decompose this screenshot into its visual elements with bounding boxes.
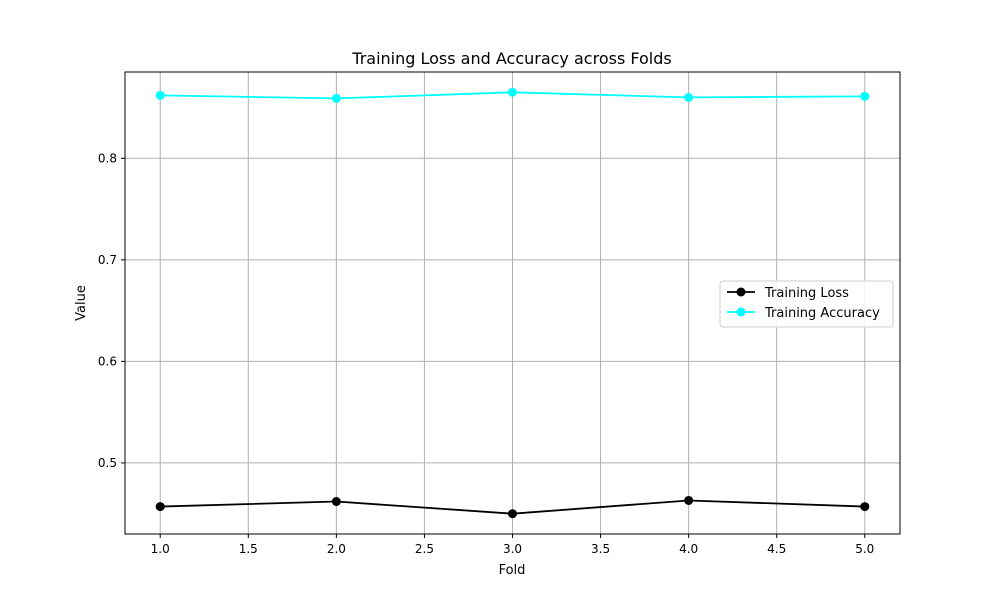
training-loss-point xyxy=(860,502,870,512)
x-tick-label: 3.5 xyxy=(591,542,610,556)
x-tick-label: 5.0 xyxy=(855,542,874,556)
y-tick-label: 0.8 xyxy=(98,151,117,165)
x-tick-label: 4.5 xyxy=(767,542,786,556)
training-loss-point xyxy=(508,509,517,519)
x-tick-label: 1.0 xyxy=(151,542,170,556)
x-axis-label: Fold xyxy=(499,563,526,578)
legend-marker-training-loss xyxy=(736,287,746,297)
training-loss-point xyxy=(684,495,694,505)
x-tick-label: 3.0 xyxy=(503,542,522,556)
training-accuracy-point xyxy=(331,93,341,103)
legend-label-training-loss: Training Loss xyxy=(764,286,849,301)
training-accuracy-point xyxy=(508,87,517,97)
x-tick-label: 4.0 xyxy=(679,542,698,556)
x-tick-label: 1.5 xyxy=(239,542,258,556)
y-axis-label: Value xyxy=(74,285,89,321)
grid xyxy=(125,72,900,534)
training-accuracy-point xyxy=(155,90,165,100)
y-tick-label: 0.7 xyxy=(98,253,117,267)
training-accuracy-point xyxy=(860,91,870,101)
axis-ticks: 1.0 1.5 2.0 2.5 3.0 3.5 4.0 4.5 5.0 0.5 0.6 0.7 0.8 xyxy=(98,151,874,556)
training-loss-point xyxy=(155,502,165,512)
legend-marker-training-accuracy xyxy=(736,307,746,317)
x-tick-label: 2.5 xyxy=(415,542,434,556)
y-tick-label: 0.6 xyxy=(98,354,117,368)
y-tick-label: 0.5 xyxy=(98,456,117,470)
legend: Training Loss Training Accuracy xyxy=(719,280,894,328)
legend-box xyxy=(719,280,894,328)
training-accuracy-point xyxy=(684,92,694,102)
series-layer xyxy=(155,87,870,519)
x-tick-label: 2.0 xyxy=(327,542,346,556)
training-loss-point xyxy=(331,497,341,507)
legend-label-training-accuracy: Training Accuracy xyxy=(764,306,880,321)
chart-title: Training Loss and Accuracy across Folds xyxy=(351,49,671,68)
